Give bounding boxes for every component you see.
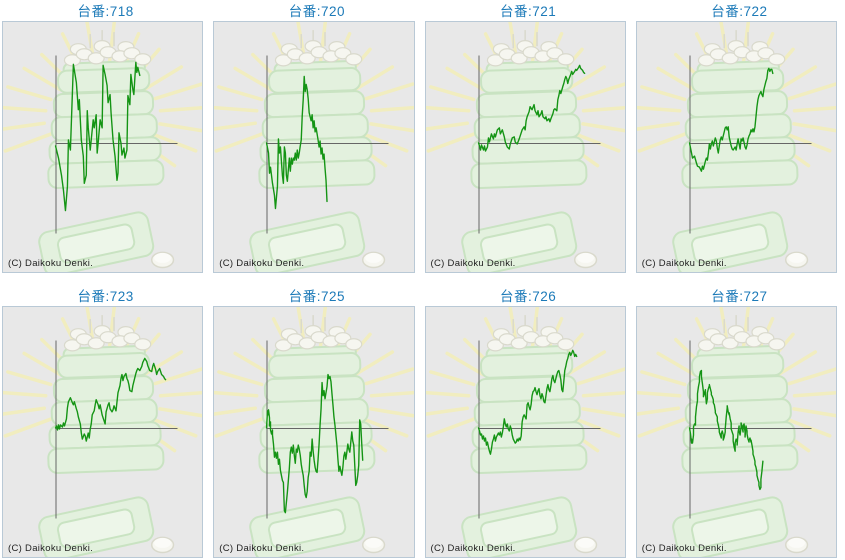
slump-graph	[266, 55, 389, 234]
slump-graph	[688, 55, 812, 234]
slump-graph-panel: (C) Daikoku Denki.	[424, 306, 626, 558]
copyright-label: (C) Daikoku Denki.	[8, 258, 94, 269]
panel-title: 台番:723	[77, 289, 134, 304]
copyright-label: (C) Daikoku Denki.	[219, 543, 305, 554]
copyright-label: (C) Daikoku Denki.	[641, 258, 727, 269]
machine-panel: 台番:726 (C) Daikoku Denki.	[423, 285, 634, 558]
machine-panel: 台番:721 (C) Daikoku Denki.	[423, 0, 634, 273]
watermark-illustration	[425, 22, 625, 272]
slump-graph-panel: (C) Daikoku Denki.	[424, 21, 626, 273]
slump-graph-panel: (C) Daikoku Denki.	[2, 306, 204, 558]
slump-graph	[54, 340, 178, 519]
watermark-illustration	[425, 307, 625, 557]
machine-panel: 台番:725 (C) Daikoku Denki.	[211, 285, 422, 558]
watermark-illustration	[214, 22, 414, 272]
copyright-label: (C) Daikoku Denki.	[430, 258, 516, 269]
panel-title: 台番:722	[711, 4, 768, 19]
panel-title: 台番:726	[499, 289, 557, 304]
panel-title: 台番:725	[288, 289, 346, 304]
slump-graph-panel: (C) Daikoku Denki.	[635, 306, 837, 558]
copyright-label: (C) Daikoku Denki.	[641, 543, 727, 554]
copyright-label: (C) Daikoku Denki.	[8, 543, 94, 554]
slump-graph-panel: (C) Daikoku Denki.	[635, 21, 837, 273]
watermark-illustration	[214, 307, 414, 557]
machine-panel: 台番:723 (C) Daikoku Denki.	[0, 285, 211, 558]
slump-graph-panel: (C) Daikoku Denki.	[213, 306, 415, 558]
machine-panel: 台番:720 (C) Daikoku Denki.	[211, 0, 422, 273]
slump-graph	[688, 340, 812, 519]
machine-panel: 台番:718 (C) Daikoku Denki.	[0, 0, 211, 273]
machine-panel: 台番:727 (C) Daikoku Denki.	[634, 285, 845, 558]
slump-graph	[477, 340, 600, 519]
copyright-label: (C) Daikoku Denki.	[430, 543, 516, 554]
panel-title: 台番:721	[499, 4, 557, 19]
slump-graph	[266, 340, 389, 519]
slump-graph	[54, 55, 178, 234]
panel-title: 台番:720	[288, 4, 346, 19]
panel-title: 台番:727	[711, 289, 768, 304]
machine-panel: 台番:722 (C) Daikoku Denki.	[634, 0, 845, 273]
panel-title: 台番:718	[77, 4, 134, 19]
watermark-illustration	[636, 22, 836, 272]
slump-graph	[477, 55, 600, 234]
slump-graph-panel: (C) Daikoku Denki.	[213, 21, 415, 273]
copyright-label: (C) Daikoku Denki.	[219, 258, 305, 269]
slump-graph-panel: (C) Daikoku Denki.	[2, 21, 204, 273]
